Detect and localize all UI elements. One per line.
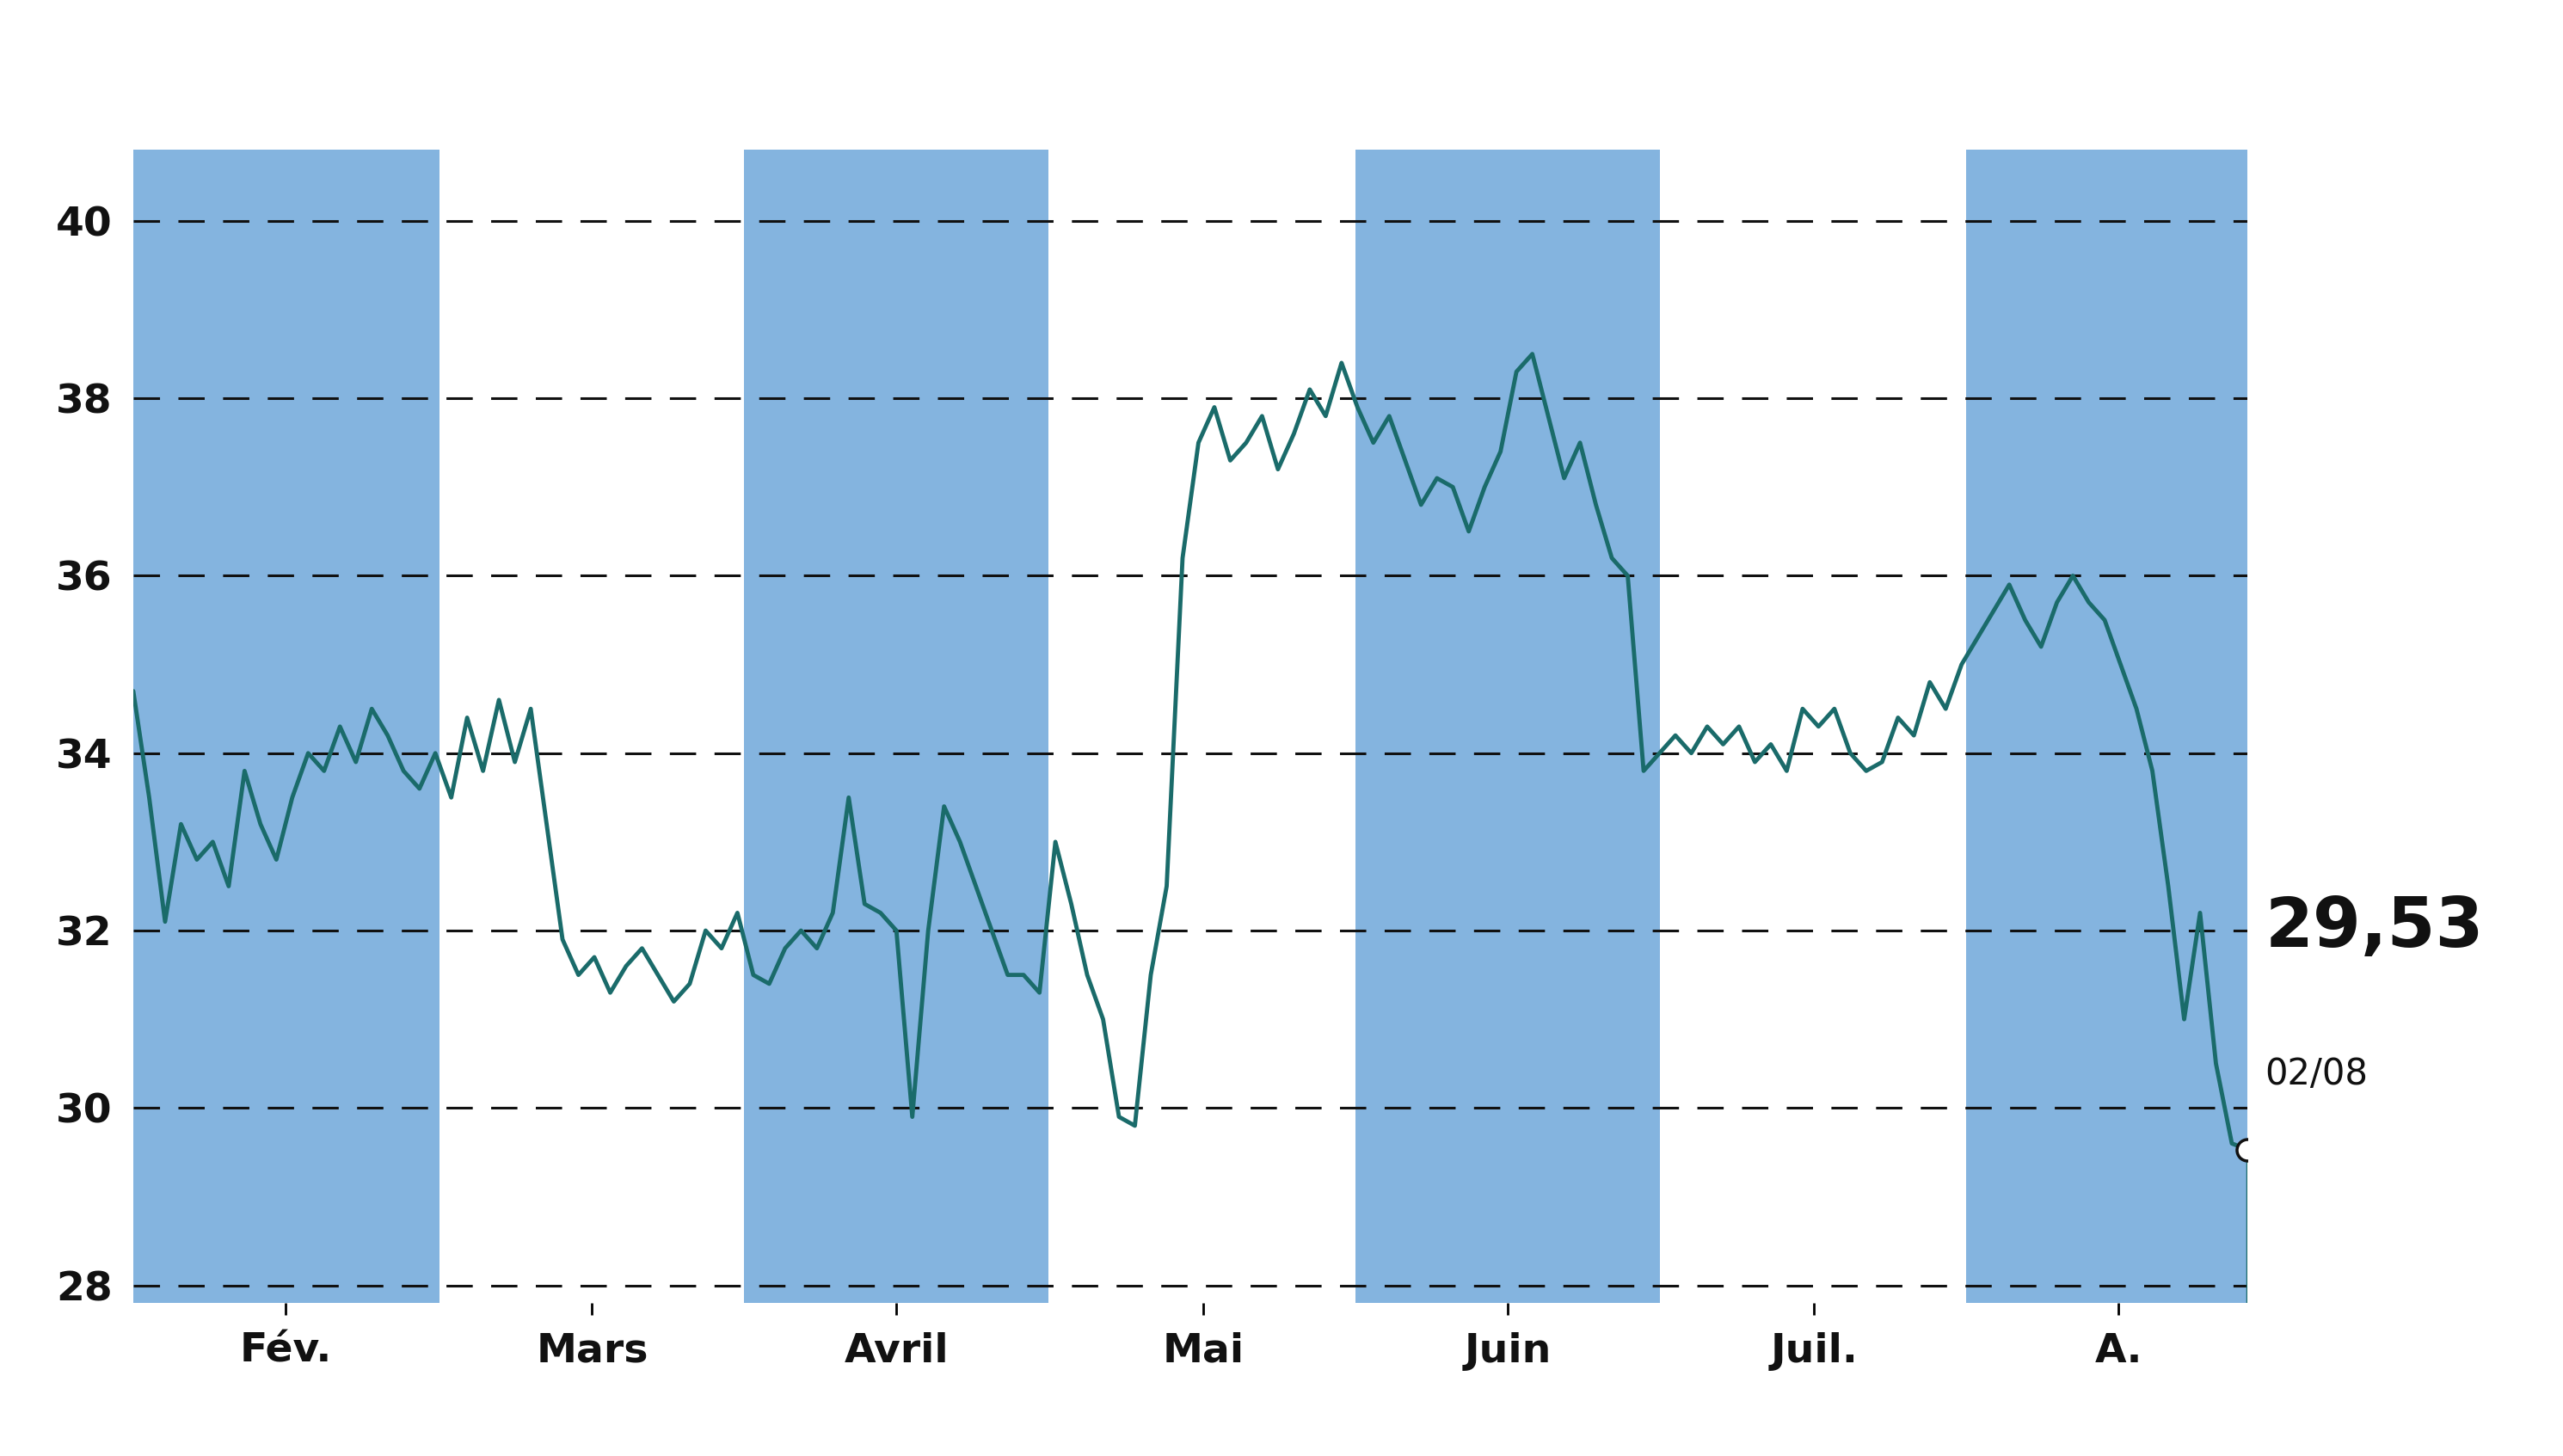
- Text: 02/08: 02/08: [2266, 1056, 2368, 1092]
- Text: Infineon Technologies AG: Infineon Technologies AG: [584, 16, 1979, 112]
- Text: 29,53: 29,53: [2266, 894, 2484, 961]
- Bar: [1356, 150, 1661, 1303]
- Bar: [743, 150, 1048, 1303]
- Bar: [133, 150, 441, 1303]
- Bar: [1966, 150, 2248, 1303]
